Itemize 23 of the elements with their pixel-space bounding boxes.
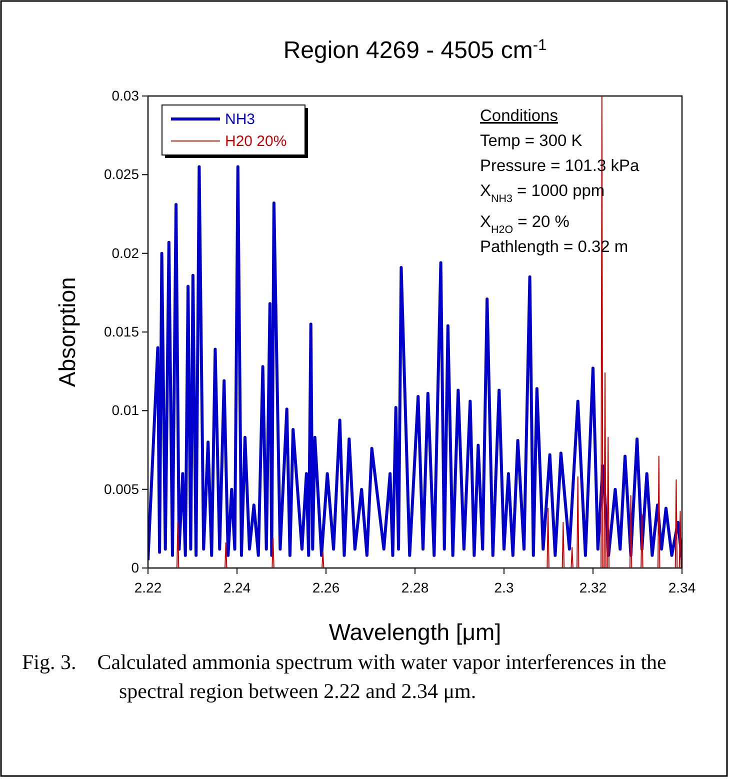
x-tick-label: 2.32 [579, 579, 607, 596]
annotation: Conditions [480, 107, 558, 125]
x-tick-label: 2.34 [668, 579, 696, 596]
x-tick-label: 2.24 [223, 579, 251, 596]
y-tick-label: 0.02 [112, 244, 140, 261]
x-tick-label: 2.28 [401, 579, 429, 596]
annotation: X$_{H2O}$ = 20 % [480, 213, 570, 236]
y-tick-label: 0.005 [104, 480, 140, 497]
caption: Fig. 3. Calculated ammonia spectrum with water vapor interferences in the spectral region between 2.22 and 2.34 μm. [22, 649, 668, 705]
x-tick-label: 2.22 [134, 579, 162, 596]
chart-title: Region 4269 - 4505 cm$^{-1}$ [283, 36, 547, 64]
legend-label: NH3 [225, 111, 256, 128]
y-tick-label: 0.03 [112, 87, 140, 104]
x-tick-label: 2.26 [312, 579, 340, 596]
y-tick-label: 0.015 [104, 323, 140, 340]
legend-label: H20 20% [225, 133, 287, 150]
y-tick-label: 0.025 [104, 166, 140, 182]
y-axis-title: Absorption [54, 277, 80, 387]
y-tick-label: 0.01 [112, 402, 140, 418]
x-tick-label: 2.3 [494, 579, 514, 596]
y-tick-label: 0 [131, 559, 140, 576]
annotation: Temp = 300 K [480, 132, 582, 150]
x-axis-title: Wavelength [μm] [328, 619, 502, 645]
